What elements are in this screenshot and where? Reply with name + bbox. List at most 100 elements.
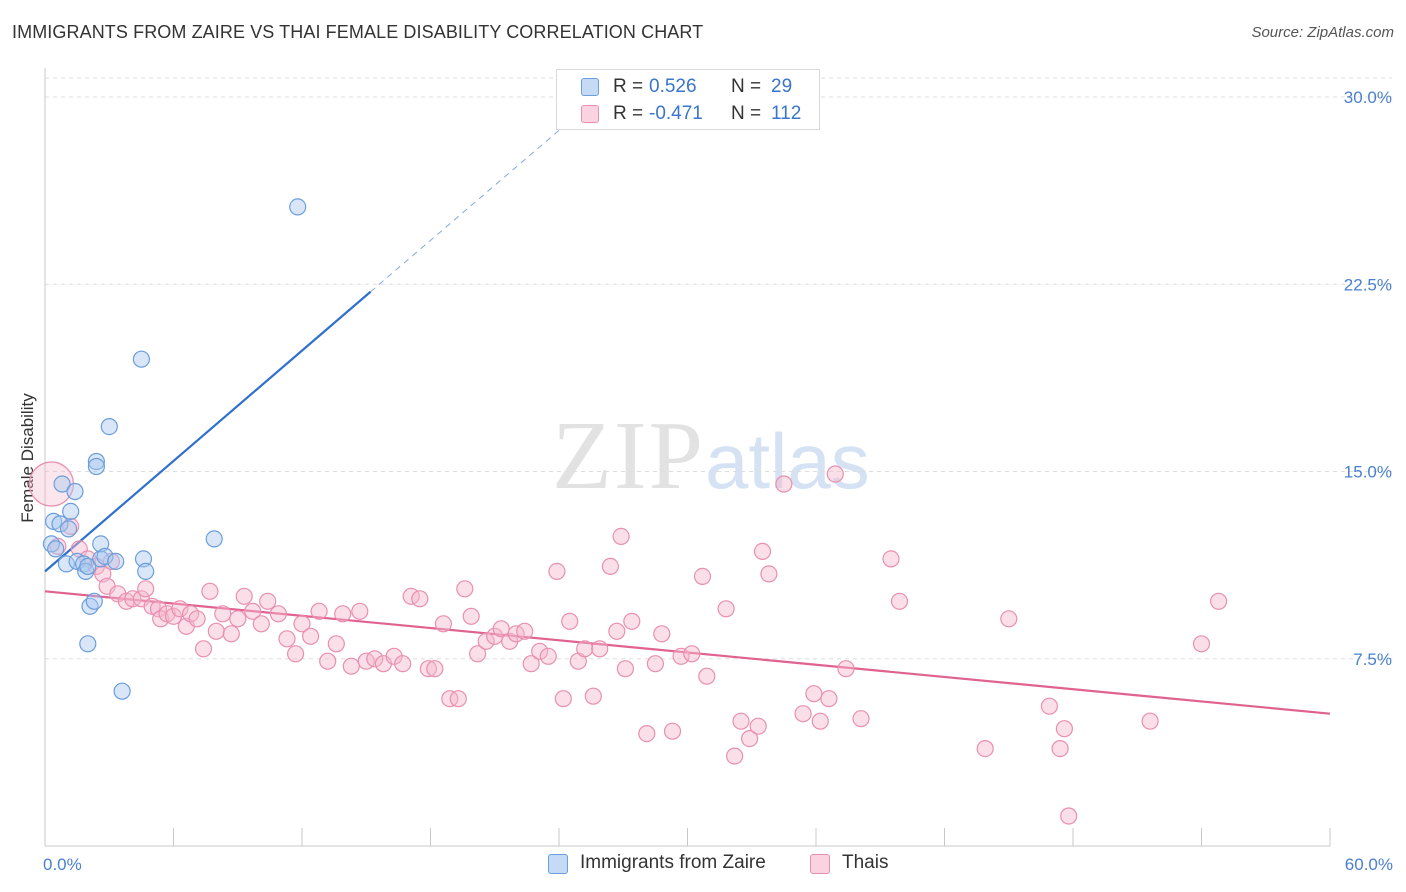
thais-point xyxy=(522,655,540,673)
thais-point xyxy=(456,580,474,598)
thais-point xyxy=(561,612,579,630)
thais-point xyxy=(334,605,352,623)
thais-point xyxy=(278,630,296,648)
thais-point xyxy=(319,652,337,670)
thais-point xyxy=(244,602,262,620)
thais-point xyxy=(1141,712,1159,730)
zaire-point xyxy=(47,540,65,558)
thais-point xyxy=(732,712,750,730)
thais-point xyxy=(419,660,437,678)
thais-point xyxy=(852,710,870,728)
r-label: R = xyxy=(613,103,644,124)
thais-point xyxy=(366,650,384,668)
thais-point xyxy=(749,717,767,735)
thais-point xyxy=(477,632,495,650)
thais-point xyxy=(693,567,712,586)
legend-label: Thais xyxy=(842,852,889,873)
thais-point xyxy=(269,605,287,623)
thais-point xyxy=(492,620,510,638)
thais-point xyxy=(646,655,665,673)
zaire-point xyxy=(134,550,153,568)
thais-point xyxy=(259,592,277,610)
zaire-point xyxy=(51,515,69,533)
zaire-point xyxy=(100,418,118,436)
thais-point xyxy=(760,565,778,583)
thais-point xyxy=(62,517,80,536)
thais-point xyxy=(137,580,155,598)
watermark-atlas: atlas xyxy=(705,417,870,505)
r-value: 0.526 xyxy=(649,76,697,97)
thais-point xyxy=(229,610,247,628)
thais-point xyxy=(194,640,213,658)
thais-point xyxy=(449,690,467,708)
thais-point xyxy=(623,612,641,630)
y-tick-label: 15.0% xyxy=(1344,463,1392,482)
thais-point xyxy=(698,667,716,685)
watermark: ZIPatlas xyxy=(552,400,870,512)
thais-point xyxy=(252,615,270,633)
thais-point xyxy=(591,640,609,658)
thais-point xyxy=(608,622,626,640)
thais-point xyxy=(171,600,189,618)
thais-point xyxy=(462,607,480,625)
zaire-swatch xyxy=(548,854,568,874)
zaire-point xyxy=(289,198,307,216)
thais-point xyxy=(293,615,311,633)
thais-point xyxy=(1040,697,1059,715)
tick-labels: 7.5% 15.0% 22.5% 30.0% 0.0% 60.0% xyxy=(43,88,1393,874)
thais-point xyxy=(327,635,345,653)
thais-point xyxy=(235,587,253,605)
zaire-point xyxy=(53,475,71,493)
thais-point xyxy=(539,647,557,665)
thais-point xyxy=(775,475,793,493)
thais-point xyxy=(837,660,855,678)
zaire-point xyxy=(62,502,80,520)
thais-point xyxy=(683,645,701,663)
zaire-point xyxy=(79,635,97,653)
thais-point xyxy=(411,590,429,608)
chart-title: IMMIGRANTS FROM ZAIRE VS THAI FEMALE DIS… xyxy=(12,22,704,42)
thais-point xyxy=(287,645,305,663)
zaire-point xyxy=(96,547,114,566)
legend-label: Immigrants from Zaire xyxy=(580,852,766,873)
zaire-point xyxy=(85,592,103,610)
thais-point xyxy=(616,660,635,678)
thais-point xyxy=(882,550,900,568)
zaire-point xyxy=(87,452,106,471)
zaire-point xyxy=(107,552,125,571)
n-value: 112 xyxy=(771,103,802,124)
y-tick-label: 22.5% xyxy=(1344,275,1392,294)
thais-point xyxy=(740,729,759,748)
zaire-point xyxy=(205,530,223,548)
thais-point xyxy=(1060,807,1078,825)
zaire-point xyxy=(57,555,76,573)
watermark-zip: ZIP xyxy=(552,402,705,510)
thais-point xyxy=(576,640,594,658)
thais-point xyxy=(584,687,602,705)
thais-point xyxy=(663,722,682,740)
n-label: N = xyxy=(731,76,762,97)
thais-point xyxy=(1192,635,1211,653)
thais-point xyxy=(201,582,219,600)
thais-point xyxy=(672,647,690,665)
zaire-trend-extension xyxy=(370,111,581,293)
n-value: 29 xyxy=(771,76,793,97)
thais-point xyxy=(310,602,328,620)
zaire-swatch xyxy=(581,78,599,96)
correlation-legend: R = 0.526 N = 29 R = -0.471 N = 112 xyxy=(556,69,820,130)
thais-point xyxy=(811,712,829,730)
thais-point xyxy=(601,557,620,576)
thais-point xyxy=(753,542,772,561)
r-value: -0.471 xyxy=(649,103,703,124)
thais-swatch xyxy=(581,105,599,123)
thais-point xyxy=(1209,592,1228,610)
thais-point xyxy=(434,615,452,633)
thais-point xyxy=(548,562,566,581)
x-tick-label: 60.0% xyxy=(1345,855,1393,874)
n-label: N = xyxy=(731,103,762,124)
thais-point xyxy=(890,592,909,610)
zaire-point xyxy=(66,482,84,501)
thais-point xyxy=(222,625,240,643)
thais-point xyxy=(351,602,369,620)
